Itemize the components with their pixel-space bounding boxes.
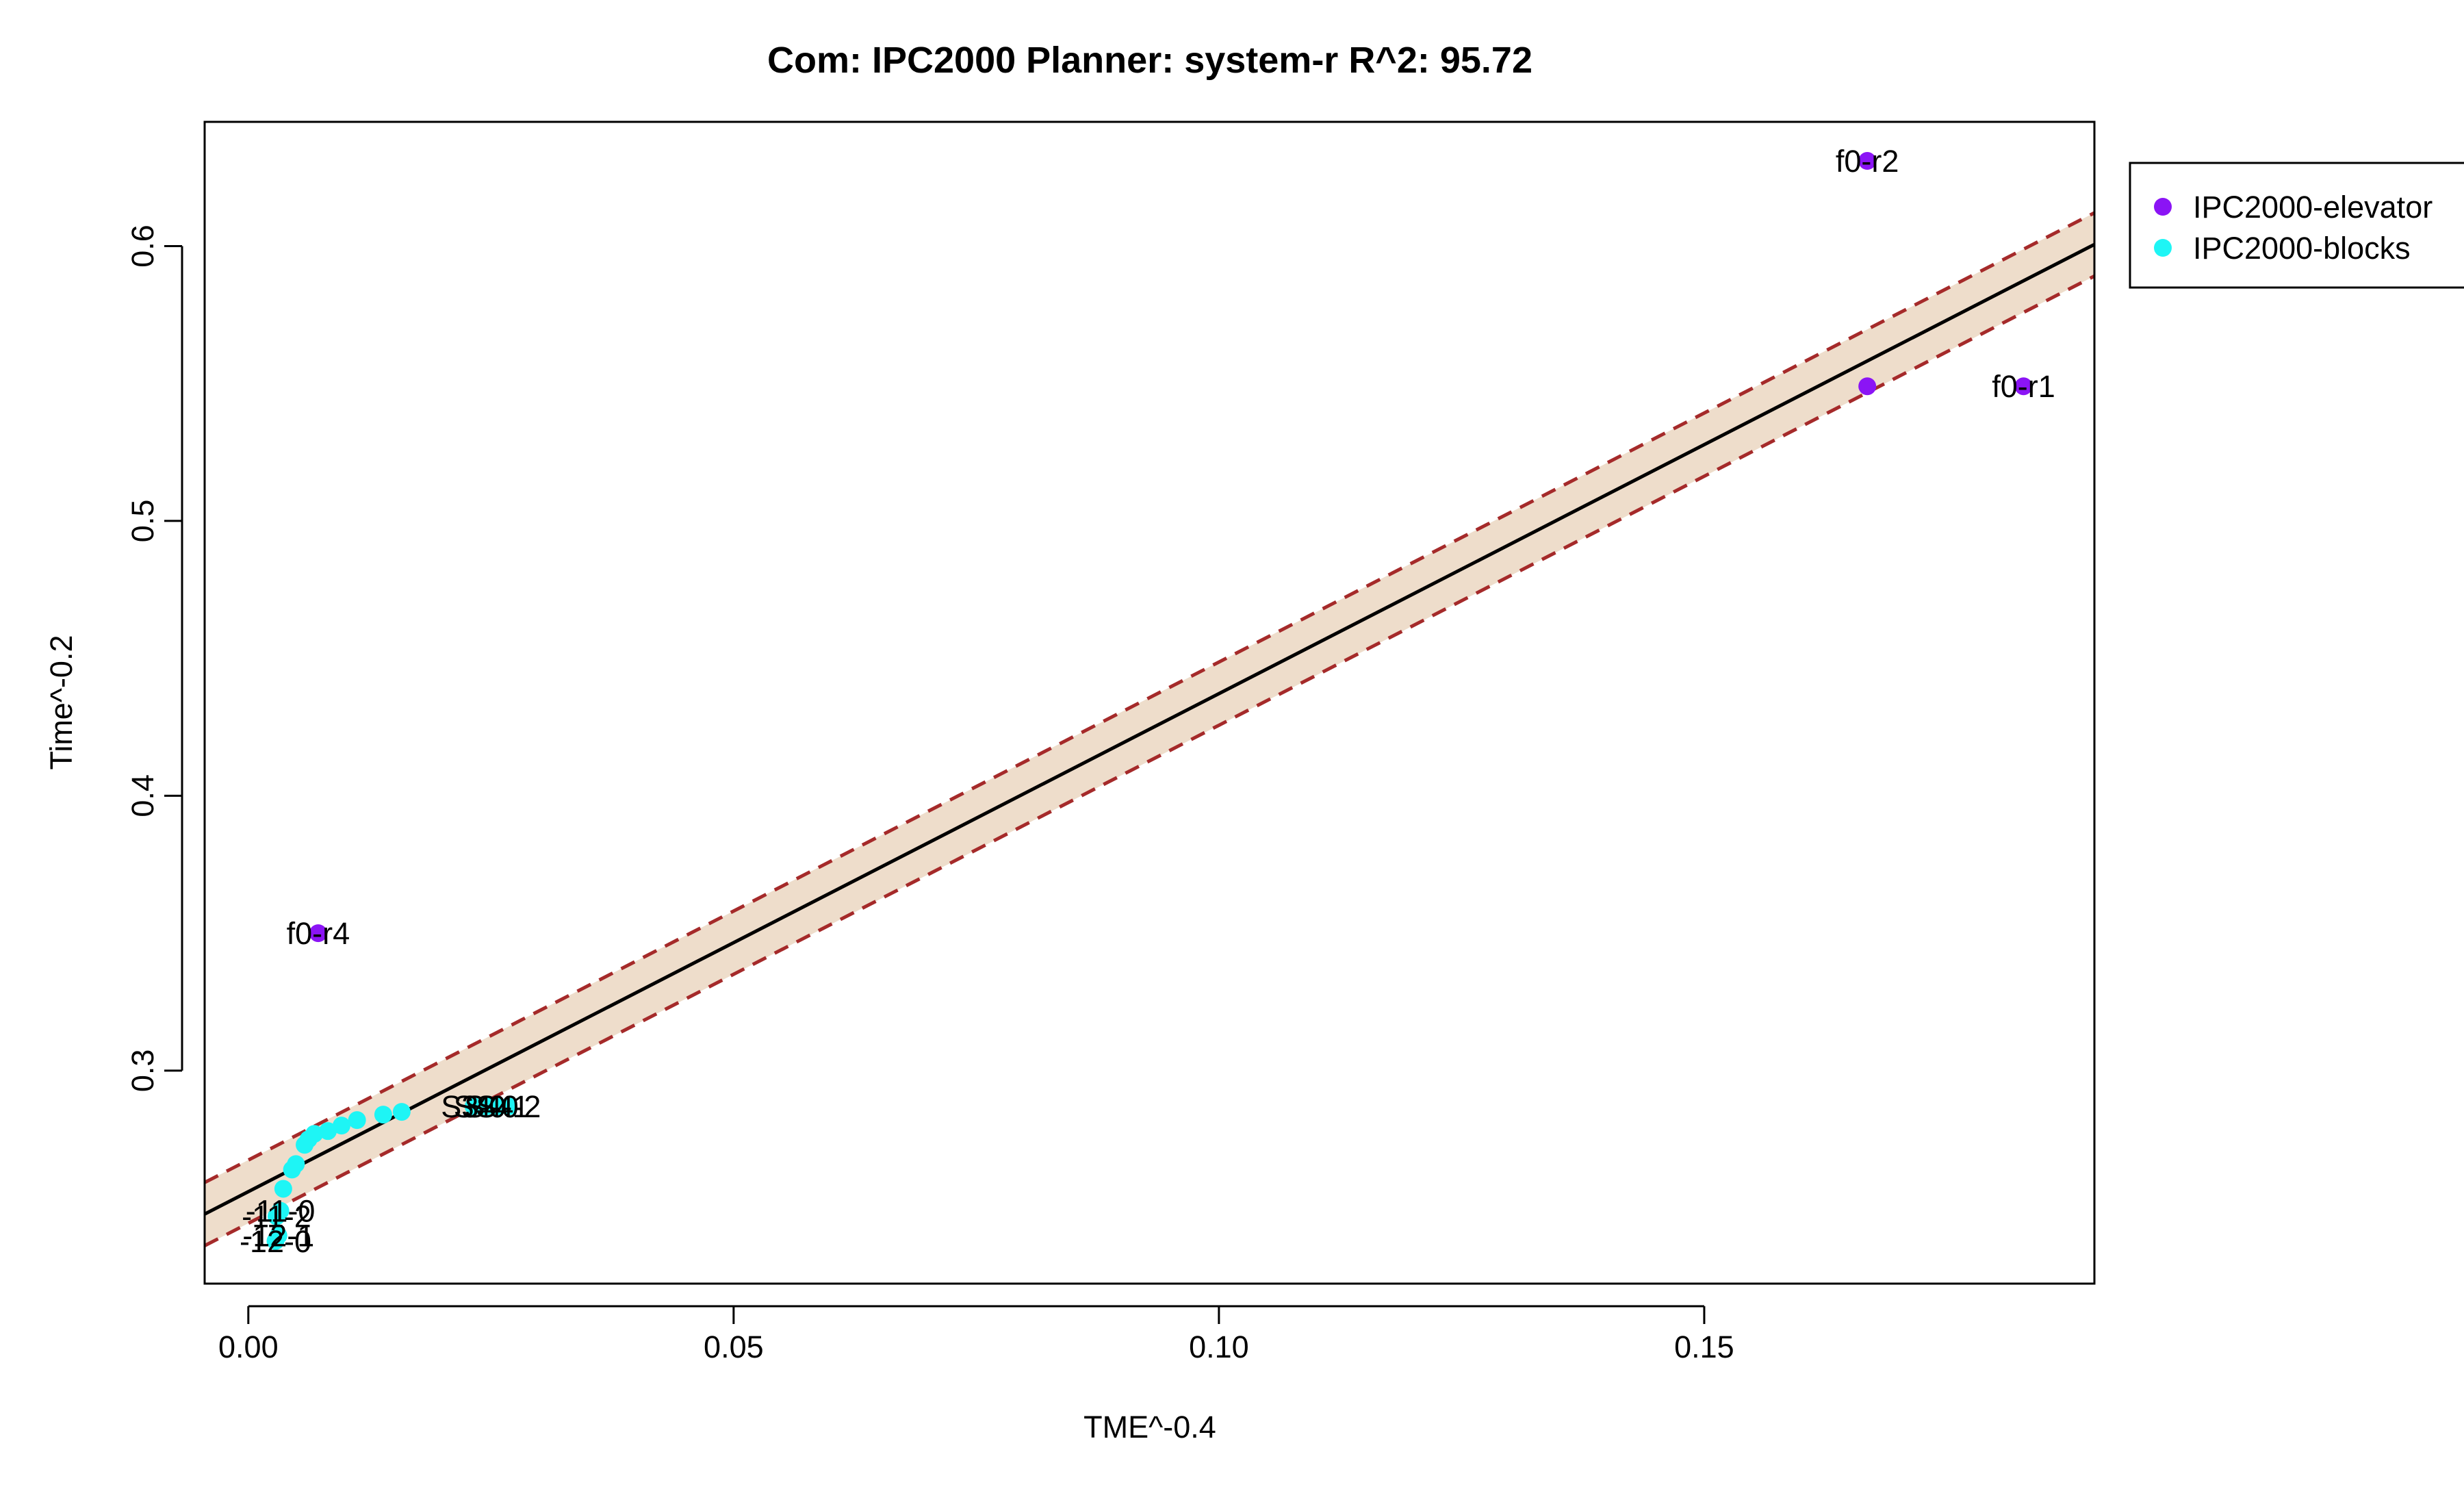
data-point xyxy=(1858,152,1877,170)
point-label: S4-0 xyxy=(454,1089,519,1124)
data-point xyxy=(269,1226,287,1245)
data-point xyxy=(309,924,327,943)
x-tick-label: 0.00 xyxy=(218,1329,279,1364)
point-label: -12-1 xyxy=(242,1219,314,1253)
data-point xyxy=(348,1111,366,1130)
chart-title: Com: IPC2000 Planner: system-r R^2: 95.7… xyxy=(767,40,1532,81)
point-label: S3-0 xyxy=(441,1089,506,1124)
data-point xyxy=(287,1155,305,1173)
data-point xyxy=(305,1125,324,1143)
point-label: S4-2 xyxy=(476,1089,541,1124)
data-point xyxy=(274,1180,292,1198)
y-tick-label: 0.3 xyxy=(125,1049,160,1093)
data-point xyxy=(319,1122,337,1141)
legend-marker-elevator xyxy=(2154,198,2172,216)
y-tick-label: 0.4 xyxy=(125,774,160,817)
legend-label-blocks: IPC2000-blocks xyxy=(2193,231,2411,266)
x-tick-label: 0.10 xyxy=(1189,1329,1249,1364)
point-label: -12-0 xyxy=(240,1224,311,1259)
x-tick-label: 0.05 xyxy=(704,1329,764,1364)
x-axis-label: TME^-0.4 xyxy=(1083,1410,1216,1445)
data-point xyxy=(464,1097,483,1116)
regression-line xyxy=(205,242,2094,1216)
data-point xyxy=(271,1201,290,1220)
data-point xyxy=(1858,377,1877,396)
y-axis-label: Time^-0.2 xyxy=(44,635,79,770)
point-label: -11-0 xyxy=(246,1194,316,1229)
plot-content: f0-r2 f0-r1 f0-r4 -12-0-12-1-11-2-11-0 S3-0S… xyxy=(205,144,2094,1259)
data-point xyxy=(499,1097,517,1116)
y-tick-label: 0.6 xyxy=(125,225,160,268)
point-label: f0-r2 xyxy=(1836,144,1899,179)
point-label: S4-1 xyxy=(464,1089,529,1124)
data-point xyxy=(2014,377,2033,396)
plot-area xyxy=(205,152,2094,1250)
legend-label-elevator: IPC2000-elevator xyxy=(2193,190,2433,225)
x-axis: 0.00 0.05 0.10 0.15 xyxy=(218,1305,1734,1364)
legend-box xyxy=(2129,162,2464,289)
data-point xyxy=(374,1106,392,1124)
y-axis: 0.3 0.4 0.5 0.6 xyxy=(125,225,183,1093)
point-label: -11-2 xyxy=(242,1199,311,1234)
x-tick-label: 0.15 xyxy=(1674,1329,1734,1364)
data-point xyxy=(392,1103,411,1121)
plot-frame xyxy=(203,120,2096,1285)
lower-bound-line xyxy=(205,274,2094,1247)
y-tick-label: 0.5 xyxy=(125,500,160,543)
legend: IPC2000-elevator IPC2000-blocks xyxy=(2129,162,2464,289)
legend-marker-blocks xyxy=(2154,239,2172,257)
upper-bound-line xyxy=(205,211,2094,1184)
data-point xyxy=(332,1117,350,1135)
point-label: f0-r4 xyxy=(287,916,350,951)
point-label: f0-r1 xyxy=(1992,369,2055,404)
